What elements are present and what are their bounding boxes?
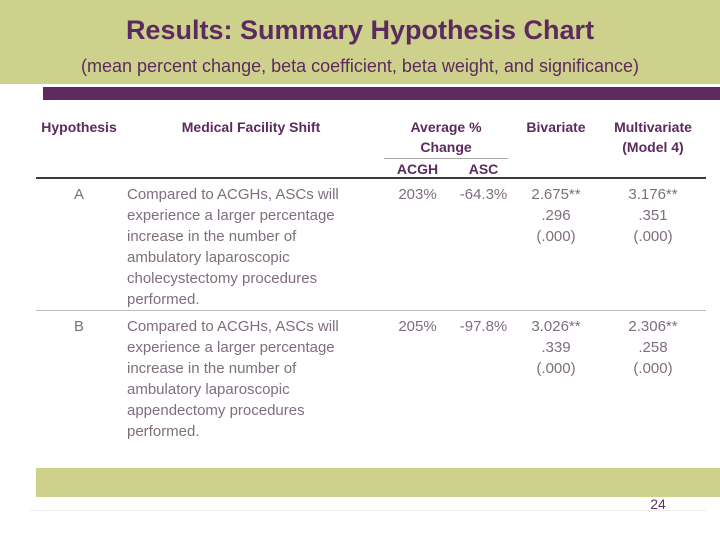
average-change-subcolumns: ACGH ASC <box>380 159 512 179</box>
col-header-bivariate: Bivariate <box>526 119 586 135</box>
col-header-shift: Medical Facility Shift <box>181 119 321 135</box>
page-number: 24 <box>650 496 666 512</box>
col-header-asc: ASC <box>468 161 499 177</box>
table-row-hypothesis-a: A Compared to ACGHs, ASCs will experienc… <box>36 179 706 310</box>
hypothesis-label: B <box>73 318 84 335</box>
slide-title: Results: Summary Hypothesis Chart <box>125 15 595 45</box>
table-row-hypothesis-b: B Compared to ACGHs, ASCs will experienc… <box>36 310 706 442</box>
multivariate-stats: 3.176** .351 (.000) <box>628 186 678 245</box>
bivariate-stats: 3.026** .339 (.000) <box>531 318 581 377</box>
average-change-underline <box>384 158 508 159</box>
footer-band <box>36 468 720 497</box>
accent-bar <box>43 87 720 100</box>
footer-divider <box>30 510 706 511</box>
acgh-value: 203% <box>398 186 437 203</box>
header-band <box>0 0 720 84</box>
hypothesis-table: Hypothesis Medical Facility Shift Averag… <box>36 113 706 442</box>
hypothesis-label: A <box>73 186 84 203</box>
shift-description: Compared to ACGHs, ASCs will experience … <box>127 186 339 308</box>
bivariate-stats: 2.675** .296 (.000) <box>531 186 581 245</box>
shift-description: Compared to ACGHs, ASCs will experience … <box>127 318 339 440</box>
acgh-value: 205% <box>398 318 437 335</box>
table-header-row: Hypothesis Medical Facility Shift Averag… <box>36 113 706 179</box>
slide-subtitle: (mean percent change, beta coefficient, … <box>80 56 640 76</box>
asc-value: -64.3% <box>459 186 508 203</box>
multivariate-stats: 2.306** .258 (.000) <box>628 318 678 377</box>
col-header-multivariate: Multivariate (Model 4) <box>614 119 692 155</box>
col-header-acgh: ACGH <box>396 161 439 177</box>
col-header-average-change: Average % Change ACGH ASC <box>380 113 512 179</box>
average-change-label: Average % Change <box>410 119 482 155</box>
asc-value: -97.8% <box>459 318 508 335</box>
col-header-hypothesis: Hypothesis <box>41 119 117 135</box>
